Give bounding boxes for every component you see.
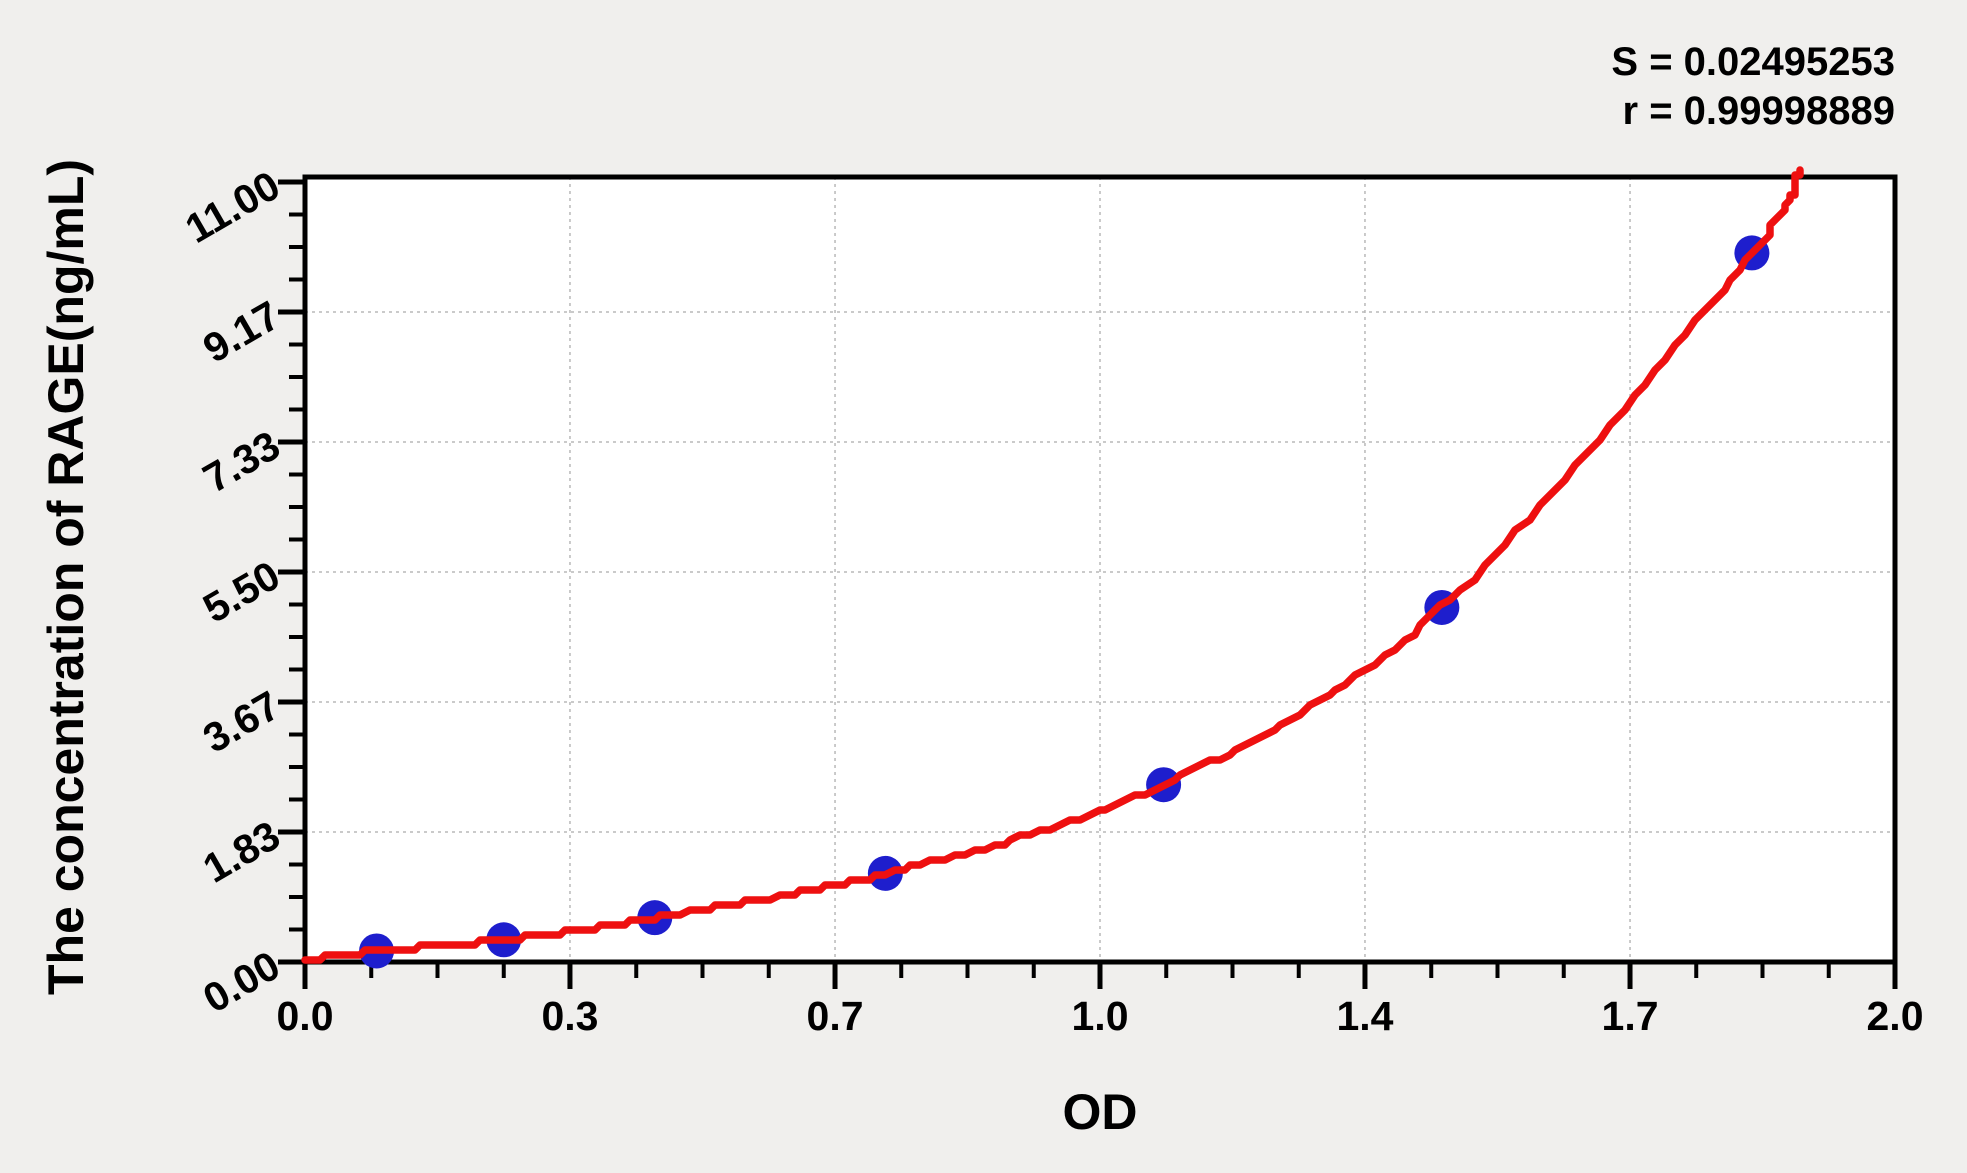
stat-r-value: r = 0.99998889 <box>1622 89 1895 133</box>
plot-frame <box>302 174 1898 965</box>
x-tick-label: 1.7 <box>1602 993 1659 1039</box>
fit-curve <box>301 166 1804 964</box>
x-tick-label: 2.0 <box>1867 993 1924 1039</box>
x-tick-label: 1.4 <box>1336 993 1393 1039</box>
y-tick-label: 3.67 <box>195 682 287 762</box>
y-tick-label: 7.33 <box>195 422 287 502</box>
x-axis-title: OD <box>1062 1084 1138 1140</box>
x-tick-label: 0.3 <box>541 993 598 1039</box>
x-tick-label: 0.0 <box>277 993 334 1039</box>
x-tick-label: 1.0 <box>1072 993 1129 1039</box>
y-tick-label: 0.00 <box>195 942 287 1022</box>
fit-statistics: S = 0.02495253 r = 0.99998889 <box>1611 38 1895 136</box>
x-tick-label: 0.7 <box>807 993 864 1039</box>
y-tick-label: 1.83 <box>195 812 287 892</box>
y-tick-label: 11.00 <box>178 162 288 252</box>
y-tick-label: 5.50 <box>195 552 287 632</box>
y-tick-label: 9.17 <box>195 292 287 372</box>
stat-s-value: S = 0.02495253 <box>1611 40 1895 84</box>
y-axis-title: The concentration of RAGE(ng/mL) <box>38 158 94 996</box>
